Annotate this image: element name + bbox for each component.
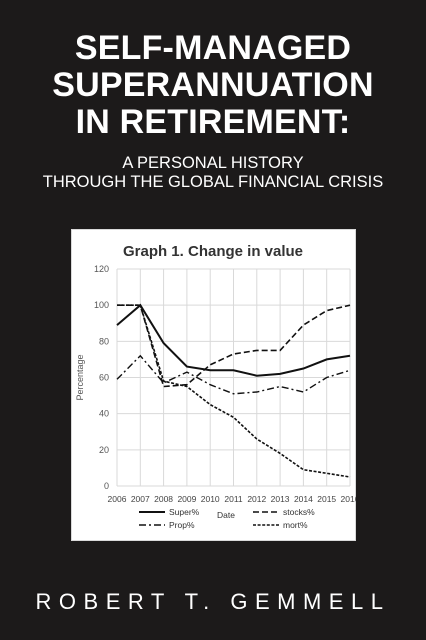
title-line-1: SELF-MANAGED — [74, 29, 352, 67]
y-tick-label: 40 — [99, 409, 109, 419]
x-tick-label: 2014 — [294, 494, 313, 504]
y-tick-label: 80 — [99, 336, 109, 346]
y-tick-label: 20 — [99, 445, 109, 455]
graph-panel: Graph 1. Change in value 0 20 40 60 80 100 120 2… — [71, 229, 356, 541]
chart-title: Graph 1. Change in value — [123, 243, 303, 260]
legend-label: mort% — [283, 520, 308, 530]
x-tick-label: 2015 — [317, 494, 336, 504]
book-title: SELF-MANAGED SUPERANNUATION IN RETIREMEN… — [0, 30, 426, 141]
book-subtitle: A PERSONAL HISTORY THROUGH THE GLOBAL FI… — [0, 154, 426, 192]
legend-label: stocks% — [283, 507, 315, 517]
y-tick-label: 100 — [94, 300, 109, 310]
series-line-mort — [117, 304, 351, 478]
x-tick-label: 2013 — [271, 494, 290, 504]
author-name: ROBERT T. GEMMELL — [35, 589, 391, 614]
series-line-super — [116, 303, 351, 377]
x-tick-label: 2008 — [154, 494, 173, 504]
subtitle-line-2: THROUGH THE GLOBAL FINANCIAL CRISIS — [42, 173, 384, 191]
x-tick-label: 2010 — [201, 494, 220, 504]
x-tick-label: 2009 — [177, 494, 196, 504]
change-in-value-chart: Graph 1. Change in value 0 20 40 60 80 100 120 2… — [75, 243, 356, 530]
x-tick-label: 2006 — [108, 494, 127, 504]
x-tick-label: 2012 — [247, 494, 266, 504]
title-line-2: SUPERANNUATION — [52, 66, 374, 104]
x-tick-label: 2016 — [341, 494, 356, 504]
y-tick-label: 120 — [94, 264, 109, 274]
y-axis-label: Percentage — [75, 354, 85, 400]
y-tick-label: 60 — [99, 373, 109, 383]
x-tick-label: 2011 — [224, 494, 243, 504]
y-tick-label: 0 — [104, 481, 109, 491]
x-tick-label: 2007 — [131, 494, 150, 504]
title-line-3: IN RETIREMENT: — [75, 103, 351, 141]
legend-label: Super% — [169, 507, 200, 517]
legend-label: Prop% — [169, 520, 195, 530]
series-line-prop — [116, 354, 351, 395]
subtitle-line-1: A PERSONAL HISTORY — [122, 154, 304, 172]
x-axis-label: Date — [217, 510, 235, 520]
